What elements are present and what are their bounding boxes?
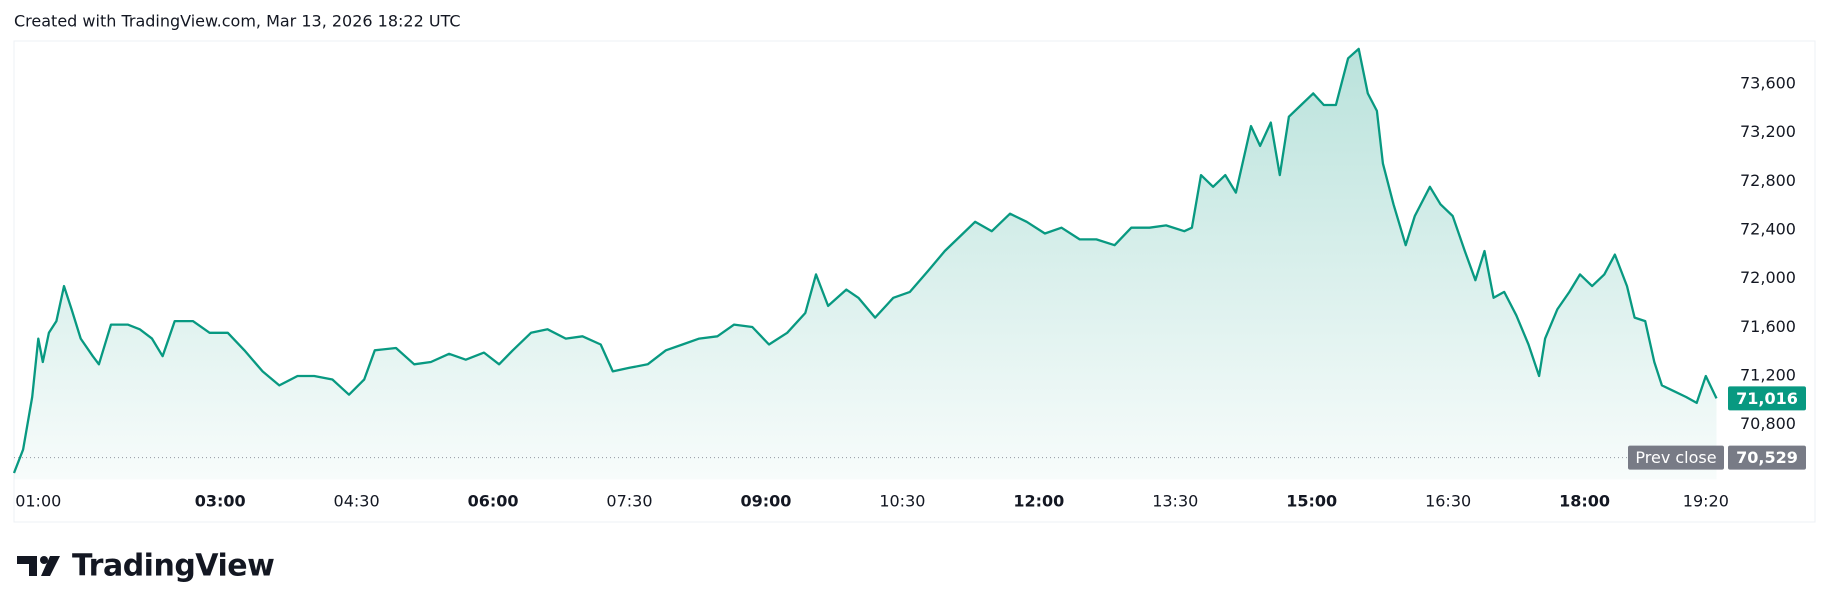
x-tick-label: 16:30: [1425, 492, 1471, 511]
x-tick-label: 12:00: [1013, 492, 1064, 511]
chart-frame: [13, 40, 1816, 523]
x-tick-label: 06:00: [468, 492, 519, 511]
x-tick-label: 13:30: [1152, 492, 1198, 511]
price-line: [12, 47, 1718, 474]
x-tick-label: 07:30: [606, 492, 652, 511]
y-tick-label: 71,600: [1740, 317, 1796, 336]
y-tick-label: 72,400: [1740, 219, 1796, 238]
y-tick-label: 72,800: [1740, 171, 1796, 190]
brand-name: TradingView: [72, 549, 274, 584]
last-price-box: [1728, 386, 1806, 411]
x-tick-label: 10:30: [879, 492, 925, 511]
prev-close-value-box: [1728, 445, 1806, 470]
y-tick-label: 71,200: [1740, 365, 1796, 384]
last-price-label: 71,016: [1736, 389, 1798, 408]
header: Created with TradingView.com, Mar 13, 20…: [14, 12, 461, 31]
x-tick-label: 01:00: [15, 492, 61, 511]
x-tick-label: 09:00: [740, 492, 791, 511]
x-tick-label: 03:00: [195, 492, 246, 511]
y-tick-label: 73,600: [1740, 73, 1796, 92]
prev-close-name-box: [1628, 445, 1724, 470]
brand-logo: [17, 556, 60, 576]
y-tick-label: 73,200: [1740, 122, 1796, 141]
prev-close-value: 70,529: [1736, 448, 1798, 467]
area-fill: [14, 48, 1717, 480]
x-tick-label: 18:00: [1559, 492, 1610, 511]
x-tick-label: 19:20: [1683, 492, 1729, 511]
x-tick-label: 15:00: [1286, 492, 1337, 511]
y-tick-label: 72,000: [1740, 268, 1796, 287]
prev-close-name: Prev close: [1635, 448, 1716, 467]
x-tick-label: 04:30: [334, 492, 380, 511]
y-tick-label: 70,800: [1740, 414, 1796, 433]
